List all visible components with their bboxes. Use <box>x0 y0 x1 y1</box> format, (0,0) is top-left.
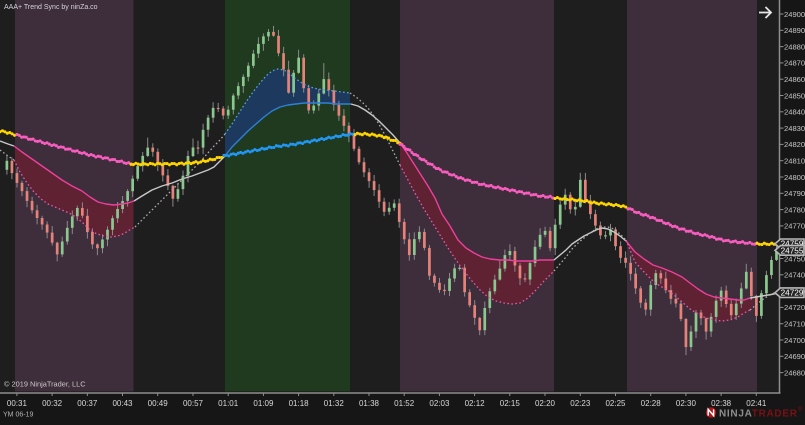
svg-text:24850: 24850 <box>784 91 805 100</box>
svg-text:02:15: 02:15 <box>500 399 521 408</box>
svg-text:24820: 24820 <box>784 140 805 149</box>
svg-text:24800: 24800 <box>784 173 805 182</box>
svg-text:00:31: 00:31 <box>7 399 28 408</box>
svg-text:24840: 24840 <box>784 108 805 117</box>
svg-text:00:32: 00:32 <box>42 399 63 408</box>
svg-text:24890: 24890 <box>784 26 805 35</box>
svg-text:01:38: 01:38 <box>359 399 380 408</box>
svg-text:24720: 24720 <box>784 303 805 312</box>
svg-text:24790: 24790 <box>784 189 805 198</box>
svg-text:24900: 24900 <box>784 10 805 19</box>
svg-text:01:09: 01:09 <box>253 399 274 408</box>
svg-text:02:30: 02:30 <box>676 399 697 408</box>
svg-text:02:03: 02:03 <box>429 399 450 408</box>
svg-text:00:37: 00:37 <box>77 399 98 408</box>
svg-text:24870: 24870 <box>784 59 805 68</box>
svg-text:24810: 24810 <box>784 157 805 166</box>
svg-text:24750: 24750 <box>784 254 805 263</box>
svg-text:24860: 24860 <box>784 75 805 84</box>
svg-text:24710: 24710 <box>784 320 805 329</box>
svg-text:© 2019 NinjaTrader, LLC: © 2019 NinjaTrader, LLC <box>4 380 86 389</box>
svg-text:24700: 24700 <box>784 336 805 345</box>
svg-text:01:52: 01:52 <box>394 399 415 408</box>
svg-text:24759: 24759 <box>781 240 804 249</box>
svg-text:02:23: 02:23 <box>570 399 591 408</box>
svg-text:24740: 24740 <box>784 271 805 280</box>
svg-text:24729: 24729 <box>781 289 804 298</box>
svg-text:24880: 24880 <box>784 42 805 51</box>
svg-text:00:49: 00:49 <box>148 399 169 408</box>
svg-text:AAA+ Trend Sync by ninZa.co: AAA+ Trend Sync by ninZa.co <box>4 4 98 11</box>
svg-text:02:28: 02:28 <box>641 399 662 408</box>
svg-text:00:43: 00:43 <box>112 399 133 408</box>
svg-text:®: ® <box>798 406 803 413</box>
svg-text:24690: 24690 <box>784 352 805 361</box>
svg-text:NINJATRADER: NINJATRADER <box>719 409 798 420</box>
svg-text:01:32: 01:32 <box>324 399 345 408</box>
svg-text:01:18: 01:18 <box>289 399 310 408</box>
svg-text:02:41: 02:41 <box>746 399 767 408</box>
svg-text:01:01: 01:01 <box>218 399 239 408</box>
svg-text:02:20: 02:20 <box>535 399 556 408</box>
svg-text:24780: 24780 <box>784 205 805 214</box>
svg-text:24680: 24680 <box>784 368 805 377</box>
svg-text:24755: 24755 <box>781 246 804 255</box>
svg-text:YM 06-19: YM 06-19 <box>3 412 33 419</box>
svg-text:02:38: 02:38 <box>711 399 732 408</box>
svg-text:02:25: 02:25 <box>605 399 626 408</box>
svg-text:00:57: 00:57 <box>183 399 204 408</box>
svg-text:02:12: 02:12 <box>465 399 486 408</box>
svg-text:24770: 24770 <box>784 222 805 231</box>
svg-text:24830: 24830 <box>784 124 805 133</box>
